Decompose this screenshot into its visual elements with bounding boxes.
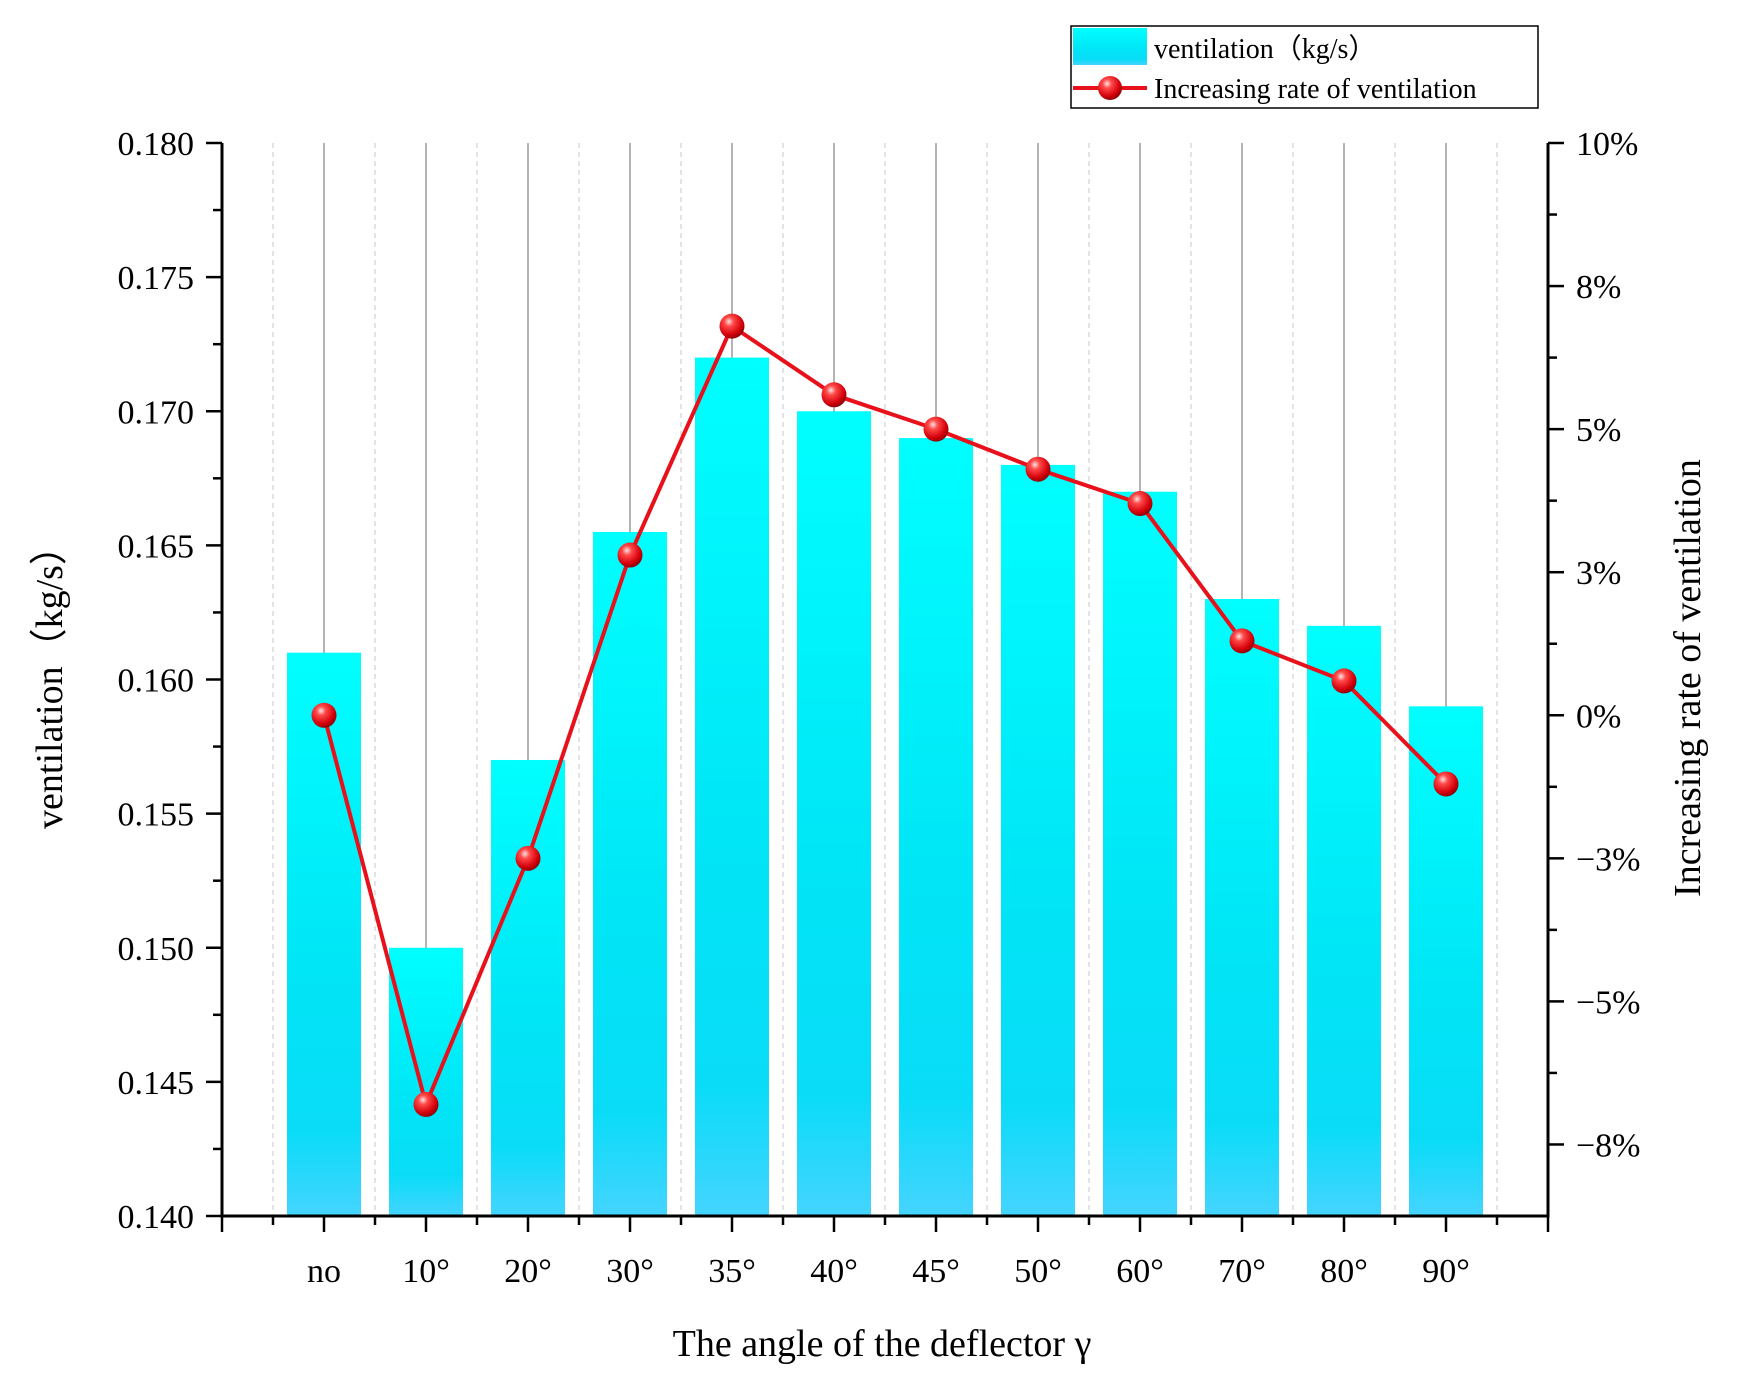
line-series [311, 313, 1459, 1117]
rate-marker [1127, 491, 1153, 517]
x-axis-title: The angle of the deflector γ [673, 1323, 1092, 1365]
y2-tick-label: 8% [1576, 269, 1621, 306]
x-tick-label: 70° [1218, 1253, 1266, 1290]
rate-marker [617, 542, 643, 568]
x-tick-label: 35° [708, 1253, 756, 1290]
legend-bar-label: ventilation（kg/s） [1154, 33, 1376, 65]
legend: ventilation（kg/s） Increasing rate of ven… [1070, 25, 1539, 109]
bar [1103, 491, 1177, 1217]
rate-marker [515, 845, 541, 871]
bar [695, 357, 769, 1217]
y-tick-label: 0.155 [118, 797, 195, 834]
legend-line-marker [1098, 76, 1122, 100]
bar [1205, 599, 1279, 1216]
bar [797, 411, 871, 1216]
y-tick-label: 0.145 [118, 1065, 195, 1102]
y2-tick-label: 10% [1576, 126, 1638, 163]
rate-marker [923, 416, 949, 442]
x-tick-label: 60° [1116, 1253, 1164, 1290]
bar [1001, 464, 1075, 1216]
bar [1307, 625, 1381, 1216]
y-tick-label: 0.165 [118, 528, 195, 565]
y2-tick-label: −5% [1576, 984, 1641, 1021]
rate-marker [1025, 456, 1051, 482]
x-tick-label: 40° [810, 1253, 858, 1290]
x-tick-label: 50° [1014, 1253, 1062, 1290]
y2-tick-label: 0% [1576, 698, 1621, 735]
legend-box [1070, 25, 1539, 109]
y-tick-label: 0.170 [118, 394, 195, 431]
rate-marker [1433, 771, 1459, 797]
y-tick-label: 0.160 [118, 663, 195, 700]
rate-marker [719, 313, 745, 339]
rate-marker [1229, 628, 1255, 654]
rate-line [322, 324, 1448, 1107]
y2-tick-label: −8% [1576, 1127, 1641, 1164]
y-axis-title: ventilation（kg/s） [29, 527, 71, 829]
axes: 0.140 0.145 0.150 0.155 0.160 0.165 0.170 0.175… [118, 126, 1641, 1290]
rate-marker [311, 702, 337, 728]
x-tick-label: 20° [504, 1253, 552, 1290]
x-tick-label: 30° [606, 1253, 654, 1290]
y2-axis-title: Increasing rate of ventilation [1667, 459, 1709, 897]
bar [287, 652, 361, 1216]
y2-tick-label: 5% [1576, 412, 1621, 449]
y-tick-label: 0.175 [118, 260, 195, 297]
legend-line-label: Increasing rate of ventilation [1154, 74, 1477, 105]
x-tick-label: 10° [402, 1253, 450, 1290]
x-tick-label: 90° [1422, 1253, 1470, 1290]
y-tick-label: 0.150 [118, 931, 195, 968]
bar [899, 438, 973, 1216]
y2-tick-label: 3% [1576, 555, 1621, 592]
rate-marker [413, 1091, 439, 1117]
x-tick-label: no [307, 1253, 341, 1290]
y-tick-label: 0.140 [118, 1199, 195, 1236]
bar [593, 531, 667, 1216]
bar [491, 759, 565, 1216]
rate-marker [821, 382, 847, 408]
x-tick-label: 80° [1320, 1253, 1368, 1290]
x-tick-label: 45° [912, 1253, 960, 1290]
rate-marker [1331, 668, 1357, 694]
legend-bar-swatch [1073, 28, 1147, 65]
y2-tick-label: −3% [1576, 841, 1641, 878]
y-tick-label: 0.180 [118, 126, 195, 163]
bar [389, 947, 463, 1216]
